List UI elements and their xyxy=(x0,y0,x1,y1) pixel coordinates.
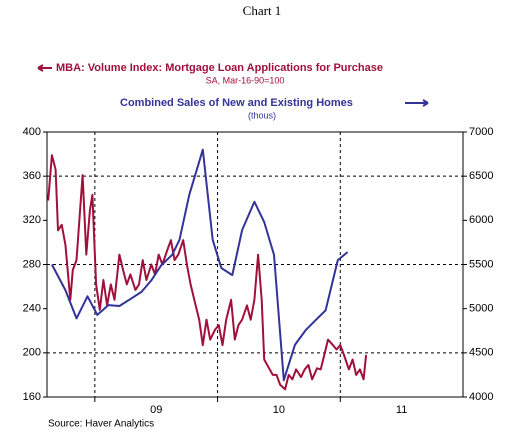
y-tick-label: 200 xyxy=(23,347,41,359)
y-tick-label: 320 xyxy=(23,214,41,226)
y2-tick-label: 7000 xyxy=(469,126,493,138)
series-line xyxy=(47,154,368,391)
x-tick-label: 11 xyxy=(396,404,407,416)
legend-entry: MBA: Volume Index: Mortgage Loan Applica… xyxy=(56,62,383,74)
y-tick-label: 160 xyxy=(23,391,41,403)
legend-units: SA, Mar-16-90=100 xyxy=(206,75,285,85)
y2-tick-label: 6500 xyxy=(469,170,493,182)
legend-units: (thous) xyxy=(248,110,276,120)
legend: MBA: Volume Index: Mortgage Loan Applica… xyxy=(37,62,429,120)
y2-tick-label: 4000 xyxy=(469,391,493,403)
y2-tick-label: 5500 xyxy=(469,258,493,270)
y-tick-label: 400 xyxy=(23,126,41,138)
legend-arrow xyxy=(37,64,52,72)
source: Source: Haver Analytics xyxy=(48,419,154,430)
legend-arrow xyxy=(405,99,429,107)
x-tick-label: 10 xyxy=(273,404,285,416)
y2-tick-label: 6000 xyxy=(469,214,493,226)
y-tick-label: 280 xyxy=(23,258,41,270)
y2-tick-label: 4500 xyxy=(469,347,493,359)
y-tick-label: 240 xyxy=(23,303,41,315)
chart-title: Chart 1 xyxy=(243,3,282,18)
y-tick-label: 360 xyxy=(23,170,41,182)
series-line xyxy=(51,148,349,382)
y2-tick-label: 5000 xyxy=(469,303,493,315)
legend-entry: Combined Sales of New and Existing Homes xyxy=(120,97,353,109)
x-tick-label: 09 xyxy=(150,404,162,416)
